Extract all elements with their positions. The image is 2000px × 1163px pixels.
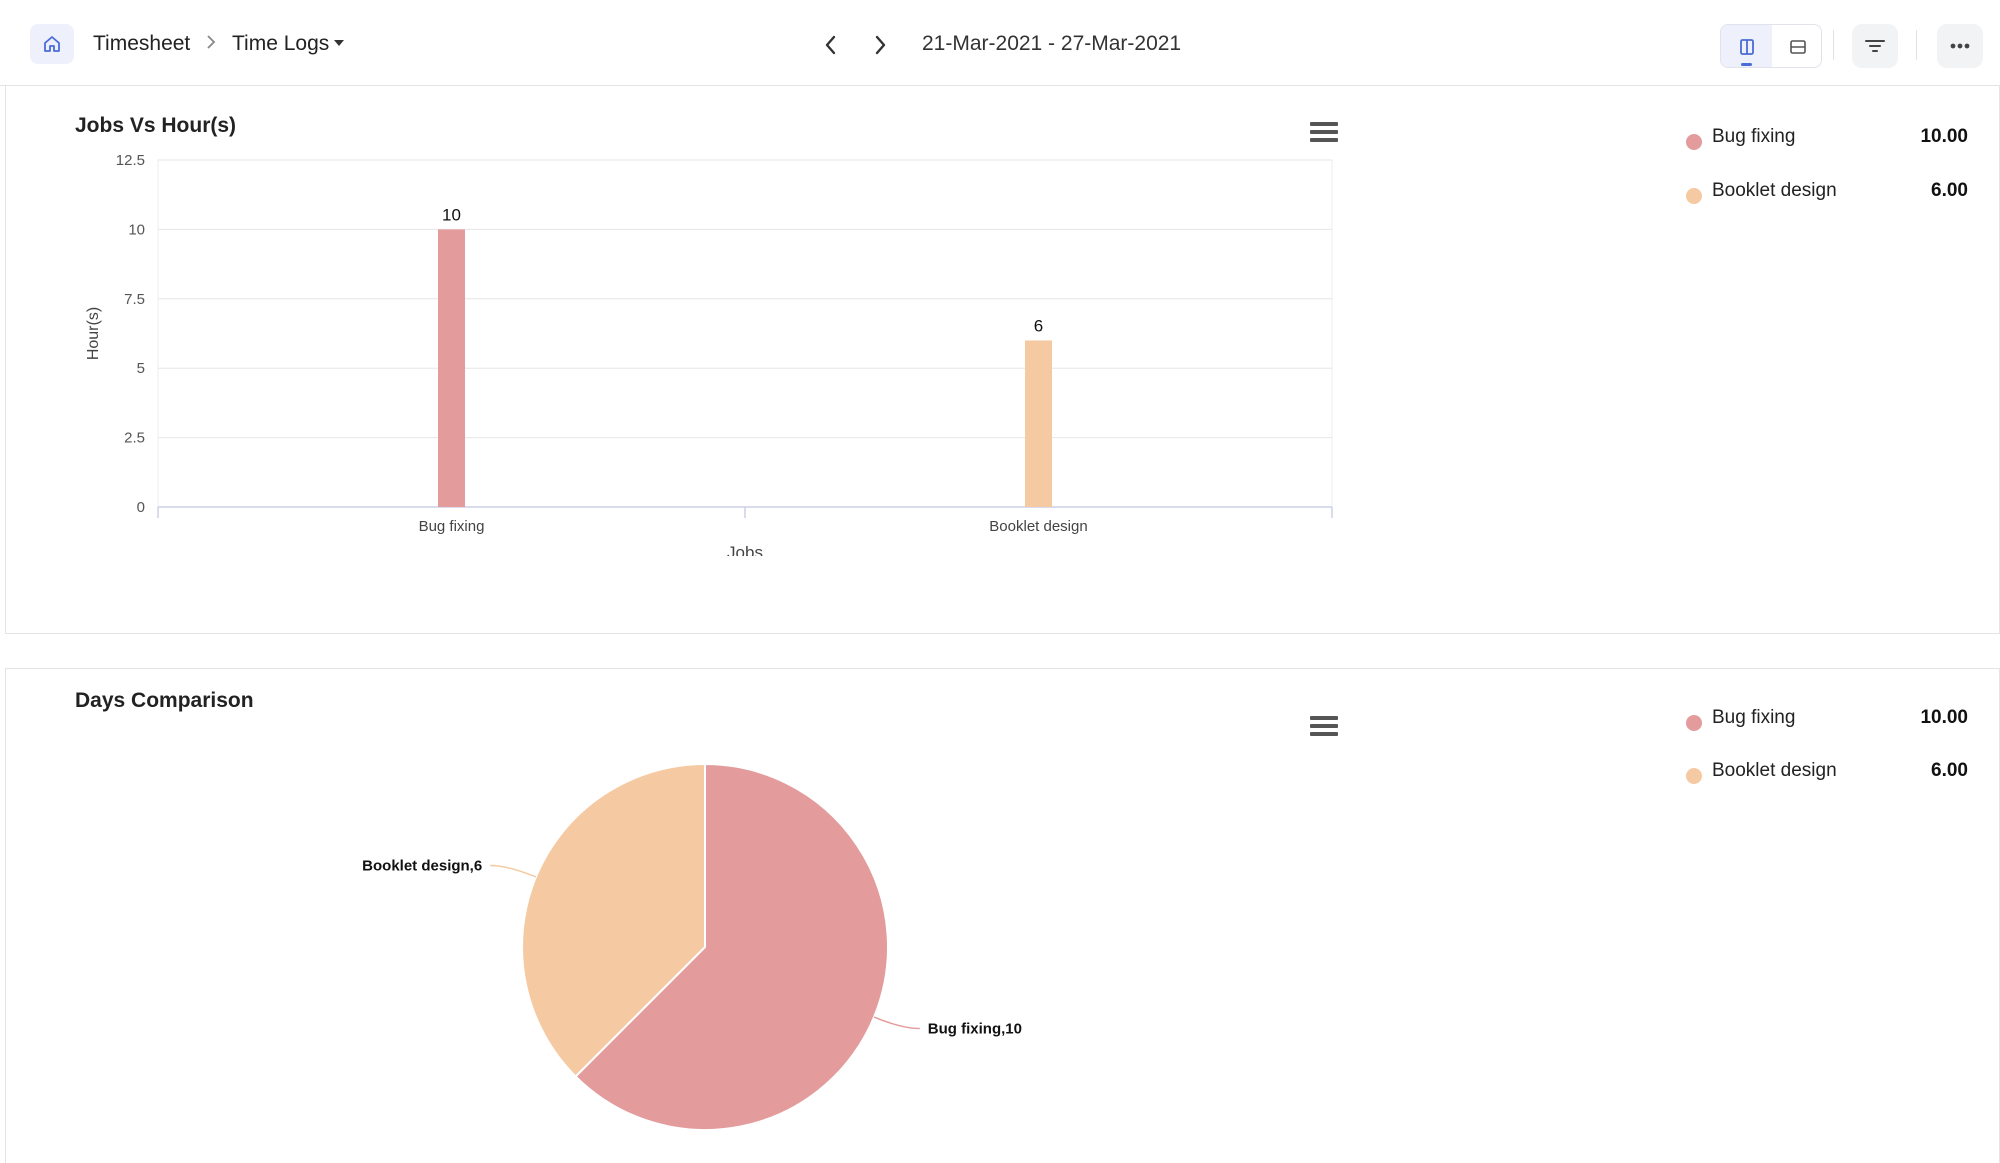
bar-bug-fixing xyxy=(438,229,465,507)
breadcrumb-timesheet[interactable]: Timesheet xyxy=(93,32,191,55)
x-axis-title: Jobs xyxy=(727,543,763,556)
legend-label: Booklet design xyxy=(1712,760,1837,781)
panel-title: Jobs Vs Hour(s) xyxy=(75,114,237,137)
pie-connector xyxy=(490,864,537,878)
y-tick-label: 0 xyxy=(137,499,145,516)
breadcrumb-time-logs[interactable]: Time Logs xyxy=(232,32,330,55)
legend-dot xyxy=(1686,134,1702,150)
legend-item-bug-fixing[interactable]: Bug fixing 10.00 xyxy=(1678,705,1968,735)
legend-dot xyxy=(1686,768,1702,784)
panel-title: Days Comparison xyxy=(75,689,254,712)
bar-booklet-design xyxy=(1025,340,1052,507)
row-view-icon xyxy=(1789,40,1806,54)
view-toggle xyxy=(1720,24,1822,68)
pie-slice-bug-fixing xyxy=(574,762,889,1131)
plot-area xyxy=(157,159,1333,508)
y-tick-label: 10 xyxy=(128,221,145,238)
legend-value: 6.00 xyxy=(1931,760,1968,781)
bar-chart: 0 2.5 5 7.5 10 12.5 10 Bug fixing 6 Booklet desig… xyxy=(85,152,1333,556)
next-week-button[interactable] xyxy=(865,30,895,60)
column-view-icon xyxy=(1739,39,1754,55)
row-view-button[interactable] xyxy=(1772,25,1821,67)
legend-value: 10.00 xyxy=(1920,707,1968,728)
y-tick-label: 7.5 xyxy=(124,291,145,308)
bar-data-label: 6 xyxy=(1034,316,1043,335)
y-tick-label: 5 xyxy=(137,360,145,377)
x-tick-label: Booklet design xyxy=(989,518,1087,535)
pie-data-label: Bug fixing,10 xyxy=(928,1021,1022,1038)
legend-label: Booklet design xyxy=(1712,180,1837,201)
chevron-left-icon xyxy=(825,35,836,55)
jobs-vs-hours-panel: Jobs Vs Hour(s) 0 2.5 5 7.5 10 12.5 10 Bug fixi… xyxy=(5,86,2000,634)
legend-label: Bug fixing xyxy=(1712,707,1796,728)
legend-value: 10.00 xyxy=(1920,126,1968,147)
legend-item-booklet-design[interactable]: Booklet design 6.00 xyxy=(1678,178,1968,208)
pie-data-label: Booklet design,6 xyxy=(362,857,482,874)
pie-chart: Bug fixing,10 Booklet design,6 xyxy=(362,762,1022,1131)
filter-button[interactable] xyxy=(1852,24,1898,68)
top-header: Timesheet Time Logs 21-Mar-2021 - 27-Mar… xyxy=(0,0,2000,86)
divider xyxy=(1916,30,1917,60)
x-tick-label: Bug fixing xyxy=(419,518,485,535)
previous-week-button[interactable] xyxy=(816,30,846,60)
more-icon xyxy=(1950,43,1970,49)
chart-menu-button[interactable] xyxy=(1310,122,1338,144)
y-tick-label: 2.5 xyxy=(124,430,145,447)
filter-icon xyxy=(1865,40,1885,52)
days-comparison-panel: Days Comparison Bug fixing,10 Booklet des… xyxy=(5,668,2000,1163)
legend-dot xyxy=(1686,715,1702,731)
y-axis-title: Hour(s) xyxy=(85,307,102,360)
home-button[interactable] xyxy=(30,24,74,64)
bar-data-label: 10 xyxy=(442,205,461,224)
divider xyxy=(1833,30,1834,60)
chart-menu-button[interactable] xyxy=(1310,716,1338,738)
y-tick-label: 12.5 xyxy=(116,152,145,169)
home-icon xyxy=(44,36,60,52)
column-view-button[interactable] xyxy=(1721,25,1772,67)
legend-item-bug-fixing[interactable]: Bug fixing 10.00 xyxy=(1678,124,1968,154)
pie-connector xyxy=(873,1016,920,1030)
legend-label: Bug fixing xyxy=(1712,126,1796,147)
date-range[interactable]: 21-Mar-2021 - 27-Mar-2021 xyxy=(922,32,1182,55)
legend-item-booklet-design[interactable]: Booklet design 6.00 xyxy=(1678,758,1968,788)
caret-down-icon[interactable] xyxy=(332,38,346,48)
chevron-right-icon xyxy=(207,35,216,49)
legend-value: 6.00 xyxy=(1931,180,1968,201)
legend-dot xyxy=(1686,188,1702,204)
pie-slice-booklet-design xyxy=(520,762,706,1078)
chevron-right-icon xyxy=(875,35,886,55)
more-options-button[interactable] xyxy=(1937,24,1983,68)
